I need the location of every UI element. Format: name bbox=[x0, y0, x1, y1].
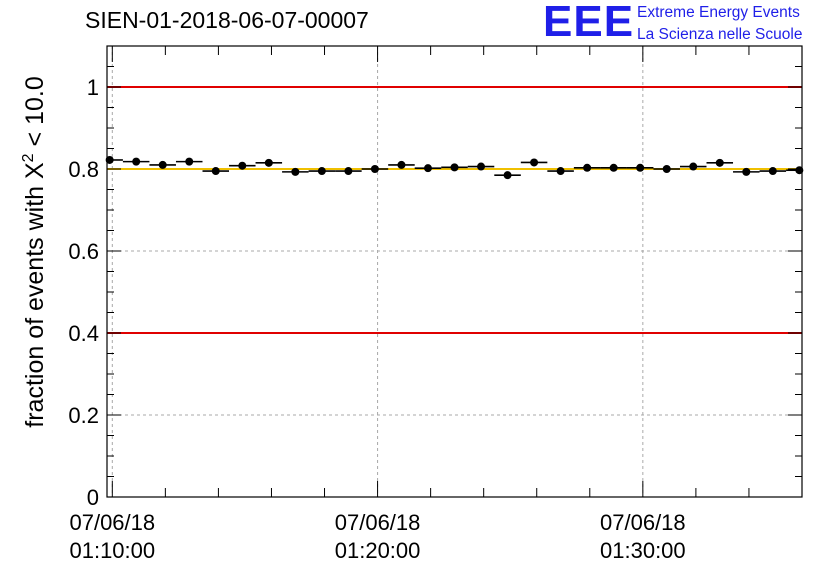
data-point bbox=[600, 163, 627, 172]
point-marker bbox=[768, 167, 777, 176]
data-point bbox=[282, 167, 309, 176]
point-marker bbox=[211, 167, 220, 176]
point-marker bbox=[556, 167, 565, 176]
y-tick-label: 0.6 bbox=[68, 239, 99, 264]
point-marker bbox=[477, 162, 486, 171]
eee-logo: EEE Extreme Energy Events La Scienza nel… bbox=[543, 0, 833, 46]
point-marker bbox=[132, 157, 141, 166]
data-point bbox=[441, 163, 468, 172]
data-point bbox=[335, 167, 362, 176]
data-point bbox=[229, 161, 256, 170]
data-points bbox=[105, 155, 804, 180]
data-point bbox=[149, 160, 176, 169]
data-point bbox=[308, 167, 336, 176]
point-marker bbox=[291, 167, 300, 176]
axes bbox=[106, 45, 803, 498]
point-marker bbox=[317, 167, 326, 176]
logo-line-2: La Scienza nelle Scuole bbox=[637, 26, 803, 43]
y-tick-label: 0.8 bbox=[68, 157, 99, 182]
x-tick-label-date: 07/06/18 bbox=[335, 510, 421, 535]
point-marker bbox=[689, 162, 698, 171]
x-tick-label-time: 01:10:00 bbox=[69, 538, 155, 563]
logo-line-1: Extreme Energy Events bbox=[637, 4, 800, 21]
y-tick-label: 0 bbox=[87, 485, 99, 510]
point-marker bbox=[742, 167, 751, 176]
data-point bbox=[494, 171, 521, 180]
chart-title: SIEN-01-2018-06-07-00007 bbox=[85, 7, 369, 33]
point-marker bbox=[397, 160, 406, 169]
point-marker bbox=[530, 158, 539, 167]
data-point bbox=[202, 167, 230, 176]
data-point bbox=[759, 167, 787, 176]
point-marker bbox=[264, 158, 273, 167]
point-marker bbox=[795, 166, 804, 175]
point-marker bbox=[185, 157, 194, 166]
data-point bbox=[175, 157, 203, 166]
point-marker bbox=[370, 165, 379, 173]
point-marker bbox=[238, 161, 247, 170]
x-tick-label-date: 07/06/18 bbox=[69, 510, 155, 535]
point-marker bbox=[715, 158, 724, 167]
point-marker bbox=[662, 165, 671, 173]
data-point bbox=[122, 157, 150, 166]
reference-lines bbox=[107, 86, 802, 334]
x-tick-label-time: 01:20:00 bbox=[335, 538, 421, 563]
y-axis-title: fraction of events with X2 < 10.0 bbox=[20, 76, 49, 427]
point-marker bbox=[450, 163, 459, 172]
data-point bbox=[706, 158, 734, 167]
data-point bbox=[520, 158, 548, 167]
data-point bbox=[361, 165, 389, 173]
plot-frame bbox=[106, 45, 803, 498]
point-marker bbox=[583, 163, 592, 172]
point-marker bbox=[344, 167, 353, 176]
data-point bbox=[653, 165, 680, 173]
logo-mark: EEE bbox=[543, 0, 635, 46]
data-point bbox=[573, 163, 601, 172]
point-marker bbox=[158, 160, 167, 169]
data-point bbox=[679, 162, 707, 171]
point-marker bbox=[423, 164, 432, 173]
point-marker bbox=[503, 171, 512, 180]
grid-layer bbox=[107, 46, 802, 497]
y-tick-label: 0.4 bbox=[68, 321, 99, 346]
data-point bbox=[414, 164, 442, 173]
x-tick-label-time: 01:30:00 bbox=[600, 538, 686, 563]
data-point bbox=[255, 158, 283, 167]
point-marker bbox=[609, 163, 618, 172]
data-point bbox=[626, 163, 654, 172]
point-marker bbox=[105, 155, 114, 164]
tick-labels: 0 0.2 0.4 0.6 0.8 1 07/06/18 01:10:00 07/06/18 01… bbox=[68, 75, 685, 563]
data-point bbox=[733, 167, 760, 176]
point-marker bbox=[636, 163, 645, 172]
y-tick-label: 1 bbox=[87, 75, 99, 100]
data-point bbox=[388, 160, 415, 169]
data-point bbox=[105, 155, 123, 164]
data-point bbox=[467, 162, 495, 171]
y-tick-label: 0.2 bbox=[68, 403, 99, 428]
data-point bbox=[547, 167, 574, 176]
x-tick-label-date: 07/06/18 bbox=[600, 510, 686, 535]
data-point bbox=[786, 166, 804, 175]
